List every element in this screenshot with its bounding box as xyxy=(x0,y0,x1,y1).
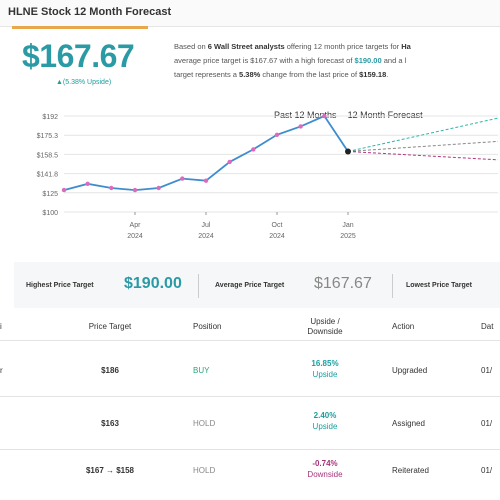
y-tick-label: $175.3 xyxy=(37,133,59,140)
x-tick-label: Oct xyxy=(272,222,283,229)
page-title: HLNE Stock 12 Month Forecast xyxy=(8,6,172,18)
col-upside[interactable]: Upside / Downside xyxy=(307,317,343,336)
table-divider xyxy=(0,340,500,341)
row-action: Reiterated xyxy=(392,466,429,475)
chart-legend: Past 12 Months 12 Month Forecast xyxy=(274,110,423,120)
forecast-average-line xyxy=(347,140,499,152)
highest-target-label: Highest Price Target xyxy=(26,282,94,289)
row-position: HOLD xyxy=(193,466,216,475)
data-point xyxy=(203,178,209,183)
current-price-point xyxy=(345,148,351,155)
legend-forecast: 12 Month Forecast xyxy=(347,110,423,120)
y-tick-label: $158.5 xyxy=(37,152,59,159)
data-point xyxy=(156,185,161,191)
y-tick-label: $125 xyxy=(42,191,58,198)
data-point xyxy=(322,113,327,119)
row-edge-text: r xyxy=(0,366,3,375)
x-tick-label: Jan xyxy=(342,222,353,229)
table-divider xyxy=(0,449,500,450)
x-tick-label: Apr xyxy=(130,222,142,229)
data-point xyxy=(251,147,256,152)
average-price: $167.67 xyxy=(22,38,135,74)
average-target-label: Average Price Target xyxy=(215,282,285,289)
forecast-high-line xyxy=(347,117,499,152)
price-targets-strip xyxy=(14,262,500,308)
data-point xyxy=(85,181,90,187)
row-date: 01/ xyxy=(481,419,493,428)
row-date: 01/ xyxy=(481,466,493,475)
data-point xyxy=(227,159,232,165)
header-accent xyxy=(12,26,148,29)
row-upside: -0.74% Downside xyxy=(307,459,343,479)
y-tick-label: $192 xyxy=(42,114,58,121)
row-date: 01/ xyxy=(481,366,493,375)
row-position: HOLD xyxy=(193,419,216,428)
x-tick-label: 2024 xyxy=(198,233,214,240)
legend-past: Past 12 Months xyxy=(274,110,337,120)
data-point xyxy=(298,124,303,129)
row-position: BUY xyxy=(193,366,210,375)
col-analyst-edge: i xyxy=(0,322,2,331)
col-price-target[interactable]: Price Target xyxy=(88,322,132,331)
x-tick-label: Jul xyxy=(202,222,211,229)
price-forecast-chart: $192 $175.3 $158.5 $141.8 $125 $100 Apr 2024 Jul… xyxy=(37,113,499,240)
row-action: Upgraded xyxy=(392,366,428,375)
col-date[interactable]: Dat xyxy=(481,322,494,331)
highest-target-value: $190.00 xyxy=(124,275,182,292)
divider xyxy=(198,274,199,298)
data-point xyxy=(132,187,138,193)
divider xyxy=(392,274,393,298)
row-upside: 16.85% Upside xyxy=(311,359,339,379)
row-upside: 2.40% Upside xyxy=(312,411,338,431)
x-tick-label: 2024 xyxy=(269,233,285,240)
upside-percent: ▲(5.38% Upside) xyxy=(56,79,112,86)
row-action: Assigned xyxy=(392,419,425,428)
col-position[interactable]: Position xyxy=(193,322,222,331)
average-target-value: $167.67 xyxy=(314,275,372,292)
forecast-description: Based on 6 Wall Street analysts offering… xyxy=(174,42,411,79)
lowest-target-label: Lowest Price Target xyxy=(406,282,473,289)
data-point xyxy=(274,132,280,137)
x-tick-label: 2024 xyxy=(127,233,143,240)
table-divider xyxy=(0,396,500,397)
row-price-target: $167 → $158 xyxy=(85,466,135,475)
y-tick-label: $100 xyxy=(42,210,58,217)
row-price-target: $163 xyxy=(101,419,119,428)
row-price-target: $186 xyxy=(101,366,119,375)
data-point xyxy=(180,176,185,181)
data-point xyxy=(109,185,114,191)
col-action[interactable]: Action xyxy=(392,322,415,331)
x-tick-label: 2025 xyxy=(340,233,356,240)
forecast-low-line xyxy=(347,150,499,161)
header-bar xyxy=(0,0,500,27)
data-point xyxy=(61,187,67,193)
y-tick-label: $141.8 xyxy=(37,172,59,179)
